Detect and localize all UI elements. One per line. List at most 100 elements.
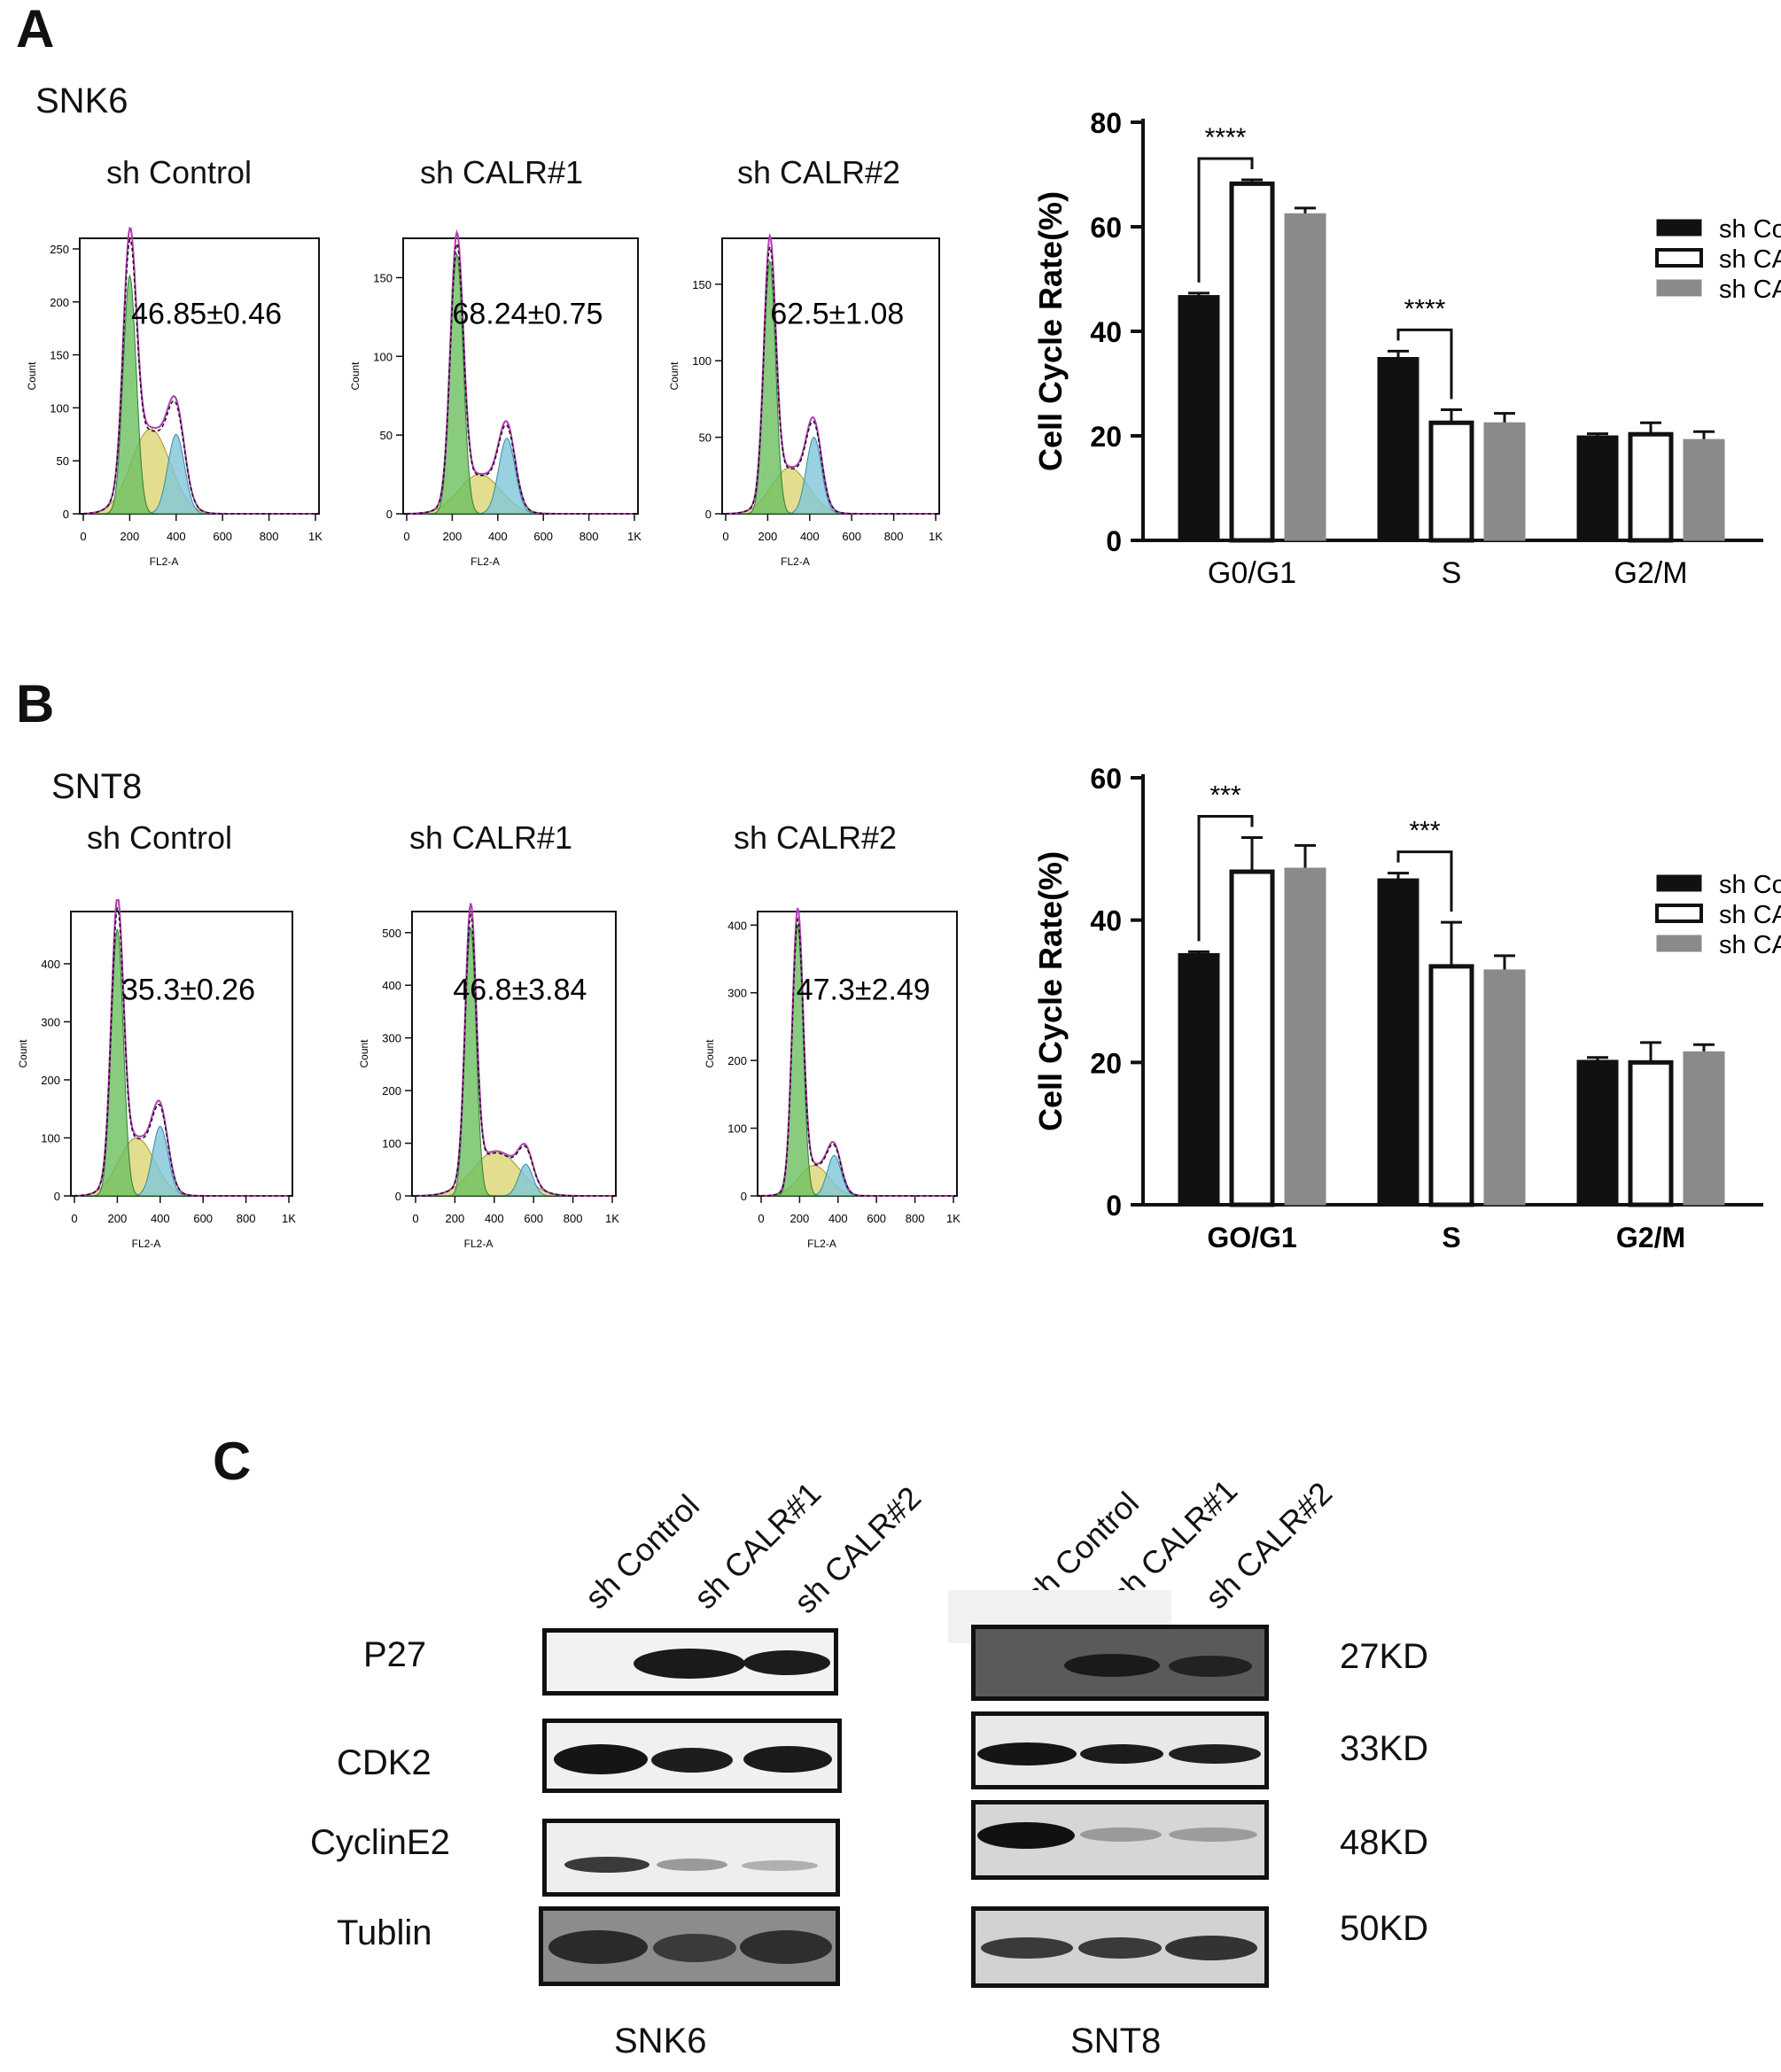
- x-axis-label: FL2-A: [781, 555, 810, 568]
- bar: [1628, 431, 1674, 543]
- x-tick-label: 600: [193, 1212, 213, 1225]
- y-tick-label: 150: [50, 349, 69, 362]
- protein-label-p27: P27: [363, 1635, 427, 1674]
- x-tick-label: 600: [533, 530, 553, 543]
- band: [657, 1859, 727, 1871]
- bar: [1483, 422, 1526, 541]
- x-tick-label: 800: [564, 1212, 583, 1225]
- band: [977, 1742, 1077, 1765]
- y-axis-label: Count: [349, 361, 362, 391]
- y-tick-label: 200: [382, 1084, 401, 1098]
- significance-label: ***: [1209, 780, 1240, 810]
- y-tick-label: 0: [395, 1190, 401, 1203]
- legend-label: sh CALR#2: [1719, 275, 1781, 304]
- y-tick-label: 100: [382, 1137, 401, 1151]
- bar: [1284, 213, 1326, 541]
- x-tick-label: 0: [71, 1212, 77, 1225]
- band: [740, 1930, 832, 1964]
- x-tick-label: 0: [412, 1212, 418, 1225]
- x-axis-label: FL2-A: [471, 555, 500, 568]
- band: [548, 1930, 648, 1964]
- blot-snk6-p27: [542, 1628, 838, 1696]
- g0g1-percentage-label: 68.24±0.75: [452, 297, 603, 330]
- histogram-b1: 0 100 200 300 400 0 200 400 600 800 1K FL2-A Count 35…: [17, 899, 296, 1250]
- x-tick-label: 600: [213, 530, 232, 543]
- bar: [1576, 435, 1619, 541]
- histogram-title-a3: sh CALR#2: [736, 154, 901, 190]
- x-tick-label: 200: [121, 530, 140, 543]
- x-category-label: G2/M: [1616, 1222, 1685, 1253]
- x-tick-label: 800: [260, 530, 279, 543]
- x-tick-label: 1K: [308, 530, 323, 543]
- legend-swatch: [1656, 935, 1702, 952]
- x-tick-label: 400: [167, 530, 186, 543]
- g0g1-percentage-label: 46.8±3.84: [453, 974, 587, 1007]
- legend-swatch: [1656, 874, 1702, 892]
- y-tick-label: 150: [692, 278, 712, 291]
- y-tick-label: 100: [41, 1131, 60, 1145]
- y-tick-label: 200: [727, 1054, 747, 1067]
- x-tick-label: 800: [579, 530, 599, 543]
- plot-frame: [721, 237, 940, 515]
- y-tick-label: 500: [382, 927, 401, 940]
- band: [1169, 1744, 1261, 1764]
- cell-line-label-snt8: SNT8: [1070, 2022, 1162, 2060]
- bar: [1377, 357, 1419, 541]
- bar: [1428, 420, 1474, 543]
- histogram-title-b3: sh CALR#2: [733, 819, 898, 856]
- band: [564, 1857, 649, 1873]
- x-category-label: G2/M: [1614, 556, 1687, 590]
- lane-label-snk6-control: sh Control: [578, 1486, 707, 1616]
- panel-letter-c: C: [213, 1432, 252, 1491]
- x-category-label: G0/G1: [1208, 556, 1296, 590]
- plot-frame: [411, 911, 617, 1197]
- x-category-label: S: [1442, 556, 1462, 590]
- y-tick-label: 0: [63, 508, 69, 521]
- blot-snk6-tublin: [539, 1906, 840, 1986]
- model-fit-line: [726, 232, 936, 515]
- histogram-a3: 0 50 100 150 0 200 400 600 800 1K FL2-A Count 62.5±1…: [668, 232, 943, 568]
- legend-swatch: [1655, 904, 1703, 923]
- x-axis-label: FL2-A: [464, 1238, 494, 1250]
- histogram-title-a2: sh CALR#1: [419, 154, 584, 190]
- bar: [1683, 438, 1725, 541]
- raw-data-line: [407, 241, 634, 515]
- histogram-b2: 0 100 200 300 400 500 0 200 400 600 800 1K FL2-A Coun…: [358, 903, 619, 1250]
- protein-label-cdk2: CDK2: [337, 1743, 432, 1782]
- panel-letter-a: A: [16, 0, 55, 58]
- y-tick-label: 0: [1106, 525, 1122, 557]
- y-tick-label: 400: [727, 919, 747, 932]
- band: [554, 1744, 648, 1774]
- x-tick-label: 600: [842, 530, 861, 543]
- cell-line-title-b: SNT8: [51, 767, 143, 806]
- y-tick-label: 200: [50, 296, 69, 309]
- bar: [1284, 867, 1326, 1206]
- band: [1078, 1937, 1162, 1959]
- raw-data-line: [82, 238, 315, 515]
- plot-frame: [402, 237, 639, 515]
- blot-snt8-cyclinE2: [971, 1800, 1269, 1880]
- x-tick-label: 1K: [282, 1212, 296, 1225]
- significance-label: ****: [1404, 294, 1446, 323]
- raw-data-line: [416, 912, 612, 1197]
- band: [1169, 1656, 1252, 1677]
- legend-swatch: [1656, 279, 1702, 297]
- y-tick-label: 20: [1090, 421, 1122, 453]
- y-tick-label: 0: [386, 508, 393, 521]
- g0g1-phase-fill: [407, 252, 634, 515]
- y-tick-label: 0: [705, 508, 712, 521]
- bar: [1628, 1059, 1674, 1207]
- band: [634, 1649, 745, 1679]
- x-category-label: S: [1442, 1222, 1460, 1253]
- bar-chart-a: 0 20 40 60 80 Cell Cycle Rate(%) G0/G1 S G2/M ***…: [1032, 107, 1781, 590]
- significance-bracket: [1197, 814, 1254, 942]
- g0g1-phase-fill: [74, 928, 289, 1197]
- x-tick-label: 1K: [605, 1212, 619, 1225]
- legend-swatch: [1656, 219, 1702, 237]
- band: [653, 1934, 736, 1962]
- blot-snt8-p27: [971, 1625, 1269, 1701]
- y-tick-label: 250: [50, 243, 69, 256]
- significance-bracket: [1197, 157, 1254, 283]
- bar: [1576, 1059, 1619, 1206]
- band: [742, 1860, 818, 1871]
